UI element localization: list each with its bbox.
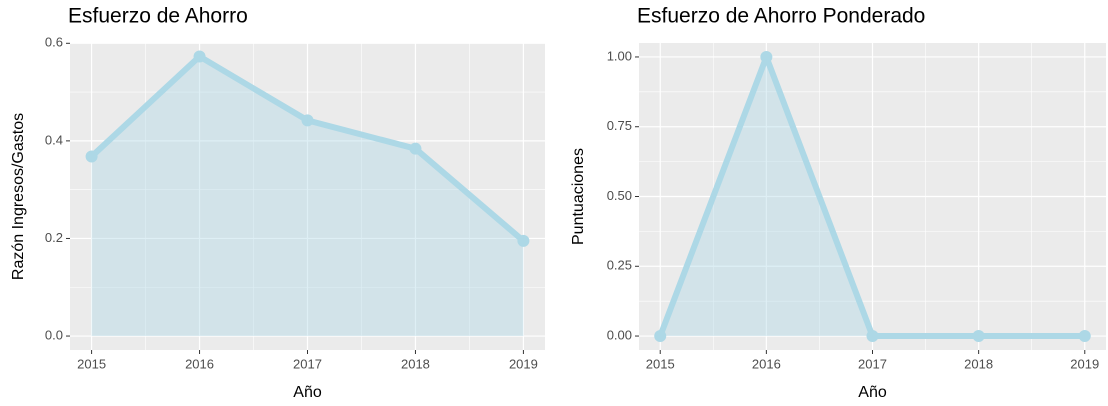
x-tick-label: 2015 <box>77 356 106 371</box>
y-axis-label: Razón Ingresos/Gastos <box>10 113 27 280</box>
point <box>654 330 667 343</box>
y-tick-label: 0.25 <box>607 258 632 273</box>
chart-title: Esfuerzo de Ahorro Ponderado <box>637 5 925 28</box>
point <box>85 150 98 163</box>
x-tick-label: 2017 <box>293 356 322 371</box>
point <box>866 330 879 343</box>
y-tick-label: 0.4 <box>45 132 63 147</box>
point <box>972 330 985 343</box>
area <box>660 56 1085 337</box>
point <box>1078 330 1091 343</box>
point <box>301 114 314 127</box>
y-tick-label: 0.00 <box>607 327 632 342</box>
y-tick-label: 0.50 <box>607 188 632 203</box>
x-tick-label: 2018 <box>964 356 993 371</box>
x-axis-label: Año <box>293 384 322 401</box>
x-tick-label: 2017 <box>858 356 887 371</box>
area <box>91 56 524 337</box>
x-axis-label: Año <box>858 384 887 401</box>
point <box>760 50 773 63</box>
x-tick-label: 2019 <box>509 356 538 371</box>
point <box>193 50 206 63</box>
x-tick-label: 2016 <box>185 356 214 371</box>
x-tick-label: 2016 <box>752 356 781 371</box>
x-tick-label: 2015 <box>646 356 675 371</box>
x-tick-label: 2018 <box>401 356 430 371</box>
y-tick-label: 0.2 <box>45 230 63 245</box>
y-axis-label: Puntuaciones <box>570 148 587 245</box>
y-tick-label: 0.6 <box>45 35 63 50</box>
y-tick-label: 1.00 <box>607 48 632 63</box>
chart-title: Esfuerzo de Ahorro <box>68 5 248 28</box>
point <box>517 234 530 247</box>
x-tick-label: 2019 <box>1070 356 1099 371</box>
y-tick-label: 0.0 <box>45 327 63 342</box>
y-tick-label: 0.75 <box>607 118 632 133</box>
point <box>409 142 422 155</box>
